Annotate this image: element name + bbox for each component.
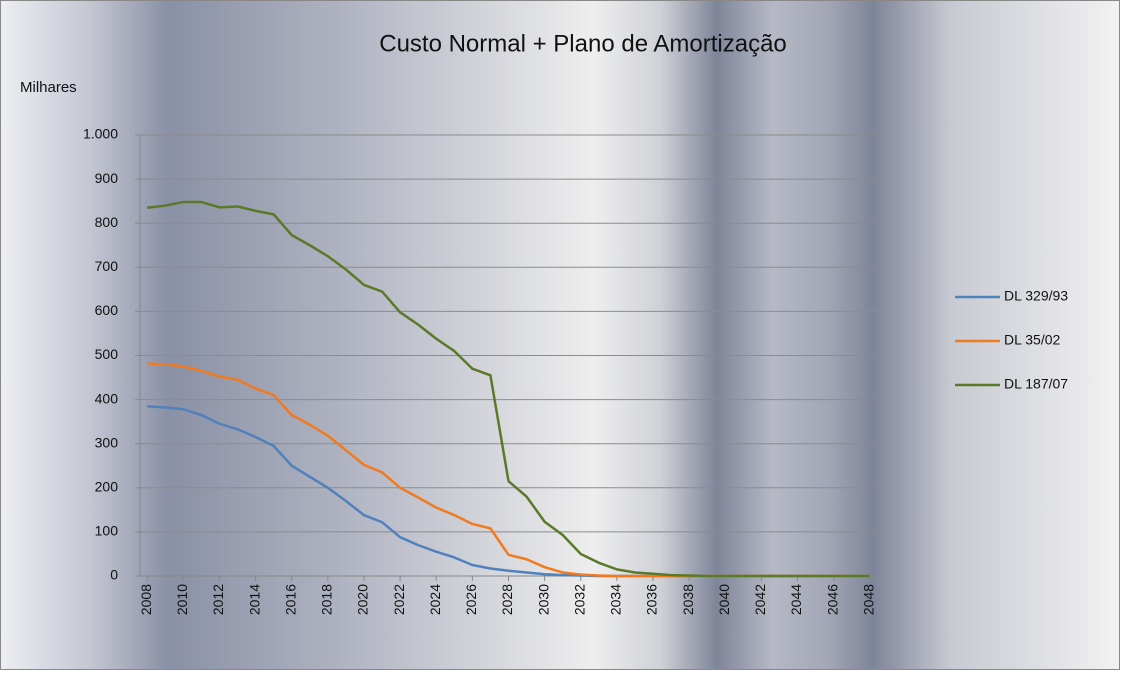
y-tick-label: 0 <box>110 567 118 583</box>
x-tick-label: 2014 <box>246 584 262 615</box>
y-tick-label: 400 <box>95 390 119 406</box>
x-tick-label: 2048 <box>860 584 876 615</box>
y-tick-label: 800 <box>95 214 119 230</box>
y-tick-label: 200 <box>95 479 119 495</box>
legend-label: DL 187/07 <box>1004 376 1068 392</box>
chart-title: Custo Normal + Plano de Amortização <box>379 30 787 57</box>
y-tick-label: 900 <box>95 170 119 186</box>
x-tick-label: 2018 <box>319 584 335 615</box>
legend-label: DL 35/02 <box>1004 332 1061 348</box>
x-tick-label: 2040 <box>716 584 732 615</box>
y-tick-label: 300 <box>95 434 119 450</box>
x-tick-label: 2010 <box>174 584 190 615</box>
series-line <box>147 200 870 578</box>
x-tick-label: 2008 <box>138 584 154 615</box>
x-tick-label: 2024 <box>427 584 443 615</box>
x-tick-label: 2030 <box>535 584 551 615</box>
x-tick-label: 2042 <box>752 584 768 615</box>
x-tick-label: 2036 <box>644 584 660 615</box>
x-tick-label: 2046 <box>824 584 840 615</box>
x-tick-label: 2044 <box>788 584 804 615</box>
y-tick-label: 1.000 <box>83 126 118 142</box>
x-tick-label: 2022 <box>391 584 407 615</box>
x-tick-label: 2016 <box>282 584 298 615</box>
x-tick-label: 2032 <box>571 584 587 615</box>
y-tick-label: 700 <box>95 258 119 274</box>
x-tick-label: 2038 <box>680 584 696 615</box>
y-tick-label: 100 <box>95 523 119 539</box>
x-tick-label: 2034 <box>608 584 624 615</box>
y-tick-label: 600 <box>95 302 119 318</box>
x-tick-label: 2026 <box>463 584 479 615</box>
x-tick-label: 2020 <box>355 584 371 615</box>
legend-label: DL 329/93 <box>1004 288 1068 304</box>
y-axis-label: Milhares <box>20 79 77 96</box>
y-tick-label: 500 <box>95 346 119 362</box>
x-tick-label: 2028 <box>499 584 515 615</box>
x-tick-label: 2012 <box>210 584 226 615</box>
